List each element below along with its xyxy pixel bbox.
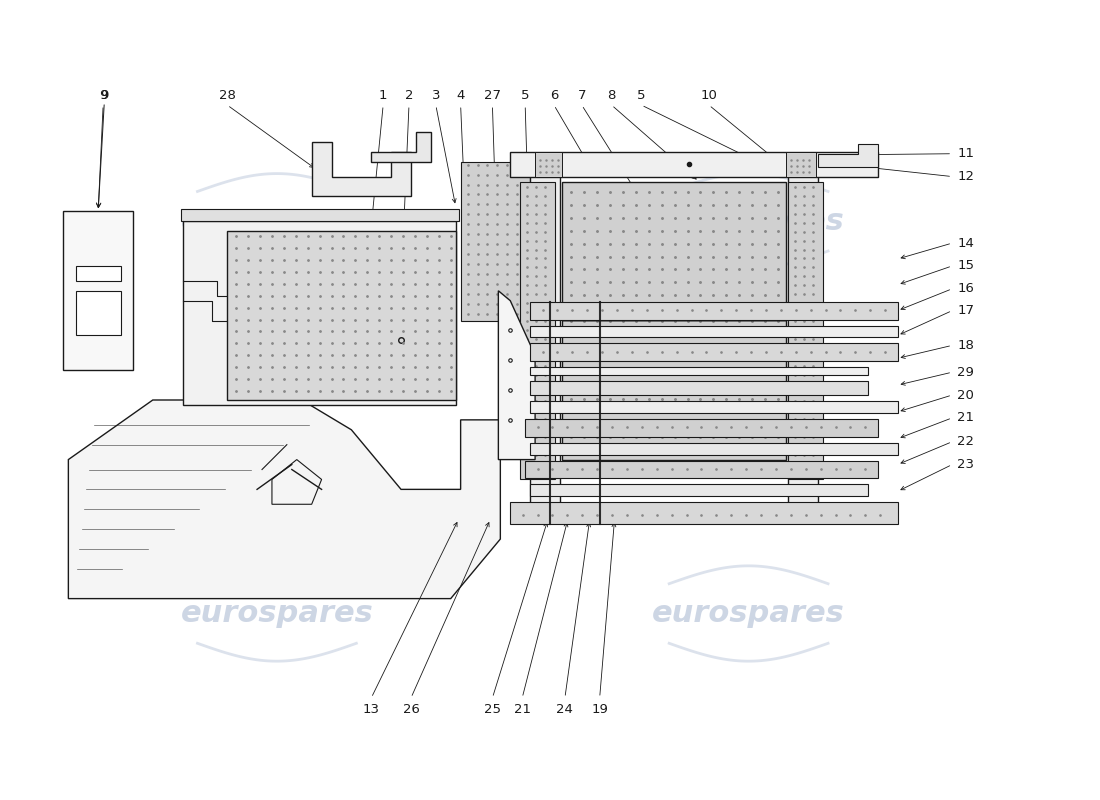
Polygon shape — [525, 461, 878, 478]
Polygon shape — [530, 326, 898, 338]
Text: 25: 25 — [484, 703, 500, 716]
Polygon shape — [789, 182, 823, 479]
Polygon shape — [183, 222, 455, 405]
Text: 27: 27 — [484, 89, 500, 102]
Polygon shape — [530, 343, 898, 362]
Text: eurospares: eurospares — [652, 206, 845, 236]
Text: 21: 21 — [957, 411, 975, 424]
Text: eurospares: eurospares — [180, 206, 373, 236]
Polygon shape — [786, 152, 816, 177]
Text: 10: 10 — [701, 89, 717, 102]
Polygon shape — [228, 231, 455, 400]
Polygon shape — [372, 132, 431, 162]
Polygon shape — [498, 290, 535, 459]
Polygon shape — [510, 152, 878, 177]
Polygon shape — [530, 401, 898, 413]
Polygon shape — [76, 290, 121, 335]
Text: 15: 15 — [957, 259, 975, 273]
Polygon shape — [530, 485, 868, 496]
Polygon shape — [520, 182, 556, 479]
Polygon shape — [525, 419, 878, 437]
Polygon shape — [530, 442, 898, 454]
Text: eurospares: eurospares — [180, 599, 373, 628]
Polygon shape — [76, 266, 121, 281]
Text: 21: 21 — [514, 703, 530, 716]
Polygon shape — [461, 162, 530, 321]
Polygon shape — [535, 152, 562, 177]
Text: 2: 2 — [405, 89, 414, 102]
Text: 19: 19 — [591, 703, 608, 716]
Text: 5: 5 — [521, 89, 529, 102]
Polygon shape — [68, 400, 500, 598]
Text: 4: 4 — [456, 89, 465, 102]
Text: 28: 28 — [219, 89, 235, 102]
Polygon shape — [530, 162, 560, 519]
Text: 26: 26 — [403, 703, 419, 716]
Text: 18: 18 — [957, 339, 974, 352]
Polygon shape — [530, 367, 868, 375]
Polygon shape — [311, 142, 411, 197]
Text: 13: 13 — [363, 703, 379, 716]
Text: 1: 1 — [378, 89, 387, 102]
Polygon shape — [818, 144, 878, 166]
Polygon shape — [530, 381, 868, 395]
Polygon shape — [562, 182, 786, 459]
Text: 23: 23 — [957, 458, 975, 471]
Text: 14: 14 — [957, 237, 974, 250]
Text: eurospares: eurospares — [652, 599, 845, 628]
Polygon shape — [789, 162, 818, 519]
Polygon shape — [341, 330, 361, 350]
Text: 20: 20 — [957, 389, 974, 402]
Text: 22: 22 — [957, 435, 975, 448]
Text: 29: 29 — [957, 366, 974, 378]
Text: 8: 8 — [607, 89, 616, 102]
Text: 9: 9 — [100, 89, 109, 102]
Text: 17: 17 — [957, 304, 975, 317]
Polygon shape — [530, 302, 898, 319]
Text: 9: 9 — [99, 89, 108, 102]
Polygon shape — [64, 211, 133, 370]
Polygon shape — [317, 330, 337, 350]
Text: 12: 12 — [957, 170, 975, 183]
Polygon shape — [180, 210, 459, 222]
Text: 5: 5 — [637, 89, 646, 102]
Text: 6: 6 — [550, 89, 558, 102]
Text: 11: 11 — [957, 147, 975, 160]
Text: 24: 24 — [557, 703, 573, 716]
Polygon shape — [510, 502, 898, 524]
Text: 7: 7 — [578, 89, 586, 102]
Text: 16: 16 — [957, 282, 974, 295]
Text: 3: 3 — [431, 89, 440, 102]
